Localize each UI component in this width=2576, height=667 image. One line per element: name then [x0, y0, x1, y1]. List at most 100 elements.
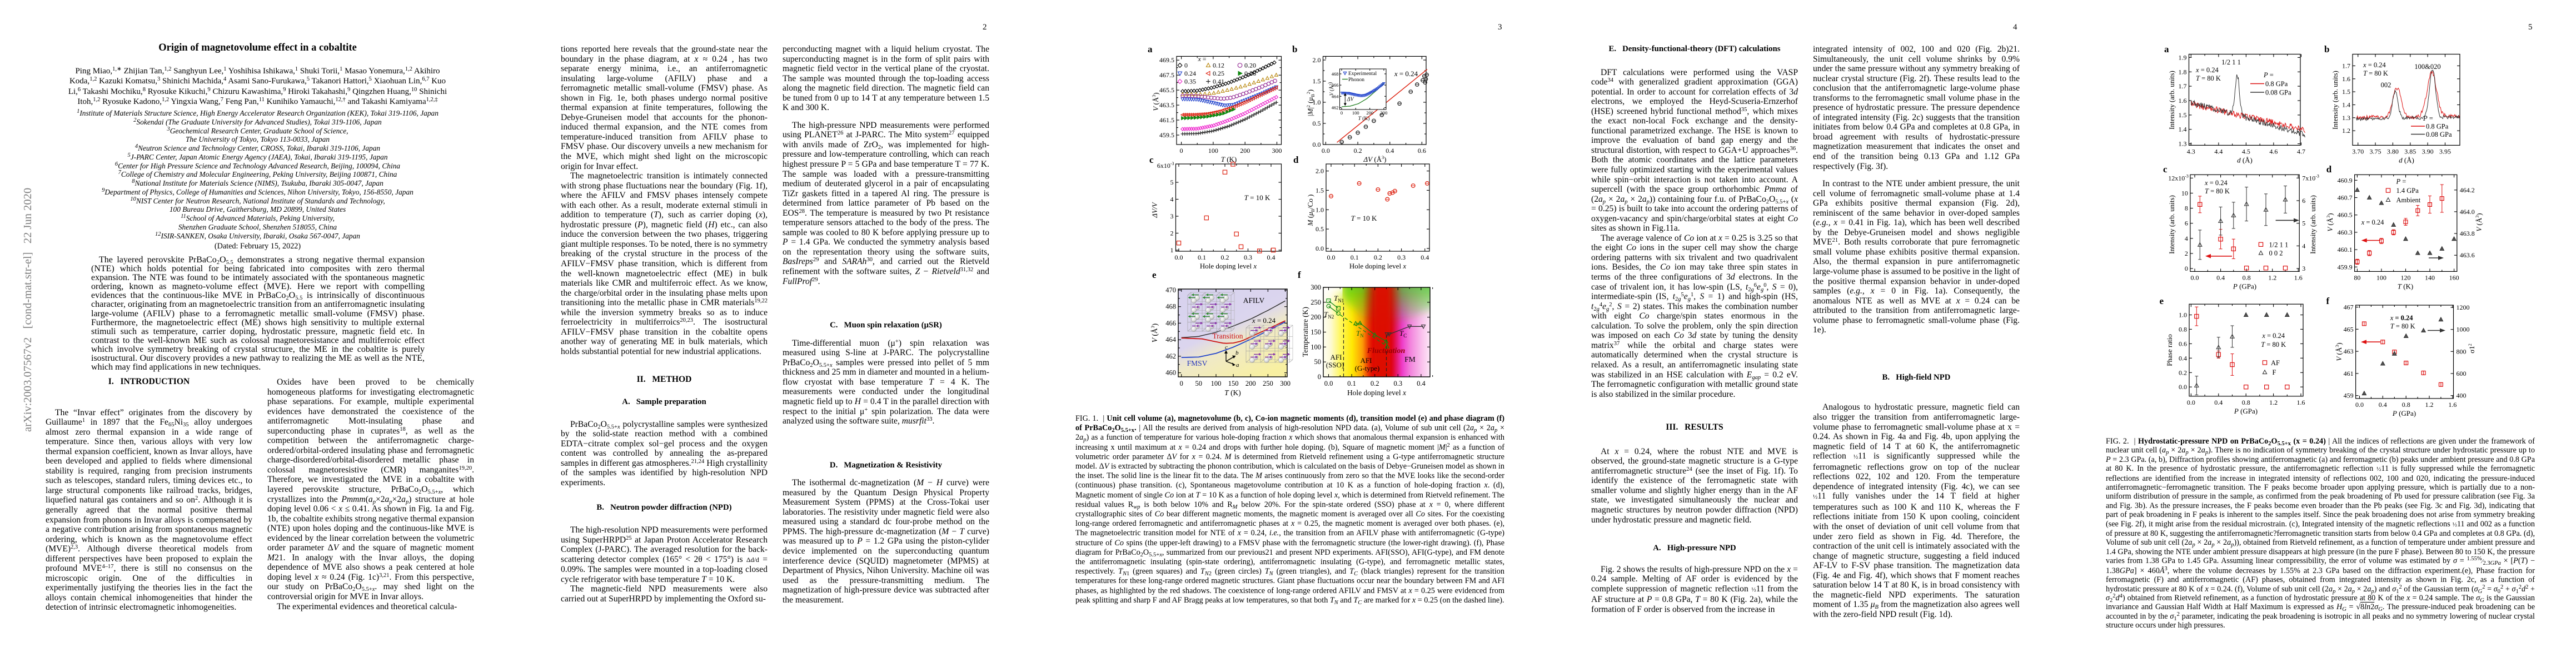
svg-text:b: b	[1235, 350, 1239, 356]
svg-text:0.24: 0.24	[1184, 69, 1196, 77]
svg-text:463.5: 463.5	[1159, 101, 1174, 109]
svg-text:459.9: 459.9	[2338, 263, 2353, 271]
svg-text:0.2: 0.2	[1221, 253, 1229, 261]
svg-text:Fluctuation: Fluctuation	[1367, 347, 1406, 355]
svg-text:4: 4	[2302, 242, 2305, 250]
svg-text:0.5: 0.5	[1313, 120, 1321, 127]
svg-text:T = 80 K: T = 80 K	[2363, 69, 2388, 77]
svg-text:463.6: 463.6	[2460, 251, 2475, 259]
svg-text:0.2: 0.2	[1374, 253, 1382, 261]
svg-text:0.8: 0.8	[2402, 401, 2410, 409]
svg-text:0.4: 0.4	[1421, 253, 1429, 261]
svg-text:(G-type): (G-type)	[1355, 364, 1380, 372]
svg-text:x =: x =	[1197, 55, 1206, 63]
svg-text:P (GPa): P (GPa)	[2233, 282, 2256, 290]
svg-text:Hole doping level x: Hole doping level x	[1200, 262, 1257, 270]
svg-text:7x10-3: 7x10-3	[2302, 173, 2319, 182]
svg-text:T = 80 K: T = 80 K	[2390, 322, 2415, 330]
svg-text:464.0: 464.0	[2460, 208, 2475, 216]
svg-text:0.1: 0.1	[1198, 253, 1206, 261]
svg-text:P =: P =	[2263, 71, 2274, 79]
svg-text:a: a	[2164, 44, 2169, 54]
svg-text:3.85: 3.85	[2404, 147, 2416, 155]
svg-text:0.4: 0.4	[2216, 273, 2225, 281]
svg-text:12x10-3: 12x10-3	[2168, 173, 2189, 182]
svg-text:3.95: 3.95	[2439, 147, 2451, 155]
svg-text:465.5: 465.5	[1159, 86, 1174, 94]
svg-text:0.12: 0.12	[1213, 62, 1224, 69]
svg-text:0: 0	[1318, 373, 1321, 381]
svg-text:1.9: 1.9	[2179, 53, 2187, 61]
svg-text:1.5: 1.5	[1316, 186, 1324, 194]
svg-text:Intensity (arb. units): Intensity (arb. units)	[2168, 195, 2176, 254]
svg-text:150: 150	[1228, 380, 1239, 387]
svg-text:2.0: 2.0	[1316, 167, 1324, 175]
svg-text:0.08 GPa: 0.08 GPa	[2265, 89, 2291, 97]
svg-text:0.4: 0.4	[2179, 354, 2187, 362]
svg-text:4.5: 4.5	[2242, 147, 2250, 155]
svg-text:1.3: 1.3	[2179, 140, 2187, 148]
svg-text:300: 300	[1381, 110, 1388, 116]
svg-text:a: a	[1236, 362, 1239, 369]
svg-text:1.5: 1.5	[2179, 111, 2187, 119]
svg-text:100: 100	[1352, 110, 1359, 116]
svg-text:e: e	[2160, 296, 2164, 306]
svg-text:ΔV (Å3): ΔV (Å3)	[1363, 155, 1387, 163]
svg-text:2: 2	[1170, 230, 1174, 237]
svg-text:1.4: 1.4	[2342, 101, 2350, 109]
svg-text:468: 468	[1165, 303, 1176, 311]
svg-text:100&020: 100&020	[2414, 63, 2440, 71]
svg-text:1.2: 1.2	[2269, 399, 2278, 406]
svg-text:0: 0	[2185, 265, 2188, 272]
svg-text:Phase ratio: Phase ratio	[2165, 334, 2174, 366]
svg-text:1.7: 1.7	[2342, 62, 2350, 69]
svg-text:0: 0	[1180, 380, 1183, 387]
svg-text:4.6: 4.6	[2269, 147, 2278, 155]
svg-text:1.7: 1.7	[2179, 82, 2187, 90]
svg-text:250: 250	[1263, 380, 1273, 387]
svg-text:0.0: 0.0	[2179, 383, 2187, 391]
svg-text:6: 6	[2302, 197, 2305, 205]
svg-text:3.90: 3.90	[2422, 147, 2434, 155]
svg-text:3: 3	[2302, 265, 2305, 272]
svg-text:Hole doping level x: Hole doping level x	[1347, 389, 1406, 397]
svg-text:470: 470	[1165, 286, 1176, 294]
svg-text:1200: 1200	[2457, 303, 2470, 311]
svg-text:0.0: 0.0	[2191, 273, 2199, 281]
svg-text:460.3: 460.3	[2338, 228, 2353, 236]
svg-text:0.0: 0.0	[1327, 253, 1336, 261]
svg-text:468: 468	[1332, 71, 1339, 77]
svg-text:200: 200	[1240, 147, 1250, 155]
svg-text:2.0: 2.0	[1313, 56, 1321, 64]
svg-text:0.08 GPa: 0.08 GPa	[2426, 131, 2452, 138]
svg-text:50: 50	[1195, 380, 1203, 387]
svg-text:1.4 GPa: 1.4 GPa	[2396, 187, 2419, 195]
svg-text:0.0: 0.0	[2187, 399, 2195, 406]
svg-text:T (K): T (K)	[1224, 389, 1241, 397]
svg-text:0.3: 0.3	[1244, 253, 1252, 261]
svg-text:1.0: 1.0	[2179, 311, 2187, 319]
svg-text:4.3: 4.3	[2187, 147, 2195, 155]
svg-text:Intensity (arb. units): Intensity (arb. units)	[2309, 195, 2317, 254]
svg-text:ΔV: ΔV	[1347, 96, 1355, 102]
svg-text:466: 466	[1165, 319, 1176, 327]
svg-text:250: 250	[1311, 298, 1321, 306]
svg-text:P (GPa): P (GPa)	[2392, 409, 2416, 417]
svg-text:x = 0.24: x = 0.24	[2204, 179, 2228, 187]
svg-text:1.0: 1.0	[1316, 206, 1324, 213]
svg-text:f: f	[1298, 270, 1301, 280]
svg-text:Hole doping level x: Hole doping level x	[1349, 262, 1406, 270]
svg-text:1.6: 1.6	[2297, 399, 2305, 406]
svg-text:V (Å3): V (Å3)	[2475, 213, 2483, 231]
svg-text:0.0: 0.0	[2355, 401, 2364, 409]
svg-text:2: 2	[2185, 250, 2188, 257]
svg-text:4.7: 4.7	[2297, 147, 2305, 155]
svg-text:P =: P =	[2396, 177, 2406, 185]
svg-text:4: 4	[1170, 196, 1174, 203]
svg-text:0.1: 0.1	[1347, 380, 1356, 387]
svg-text:P =: P =	[2423, 115, 2433, 122]
svg-text:002: 002	[2381, 81, 2391, 89]
svg-text:0.8: 0.8	[2179, 325, 2187, 333]
svg-text:Transition: Transition	[1212, 332, 1243, 340]
svg-text:1.2: 1.2	[2342, 127, 2350, 135]
